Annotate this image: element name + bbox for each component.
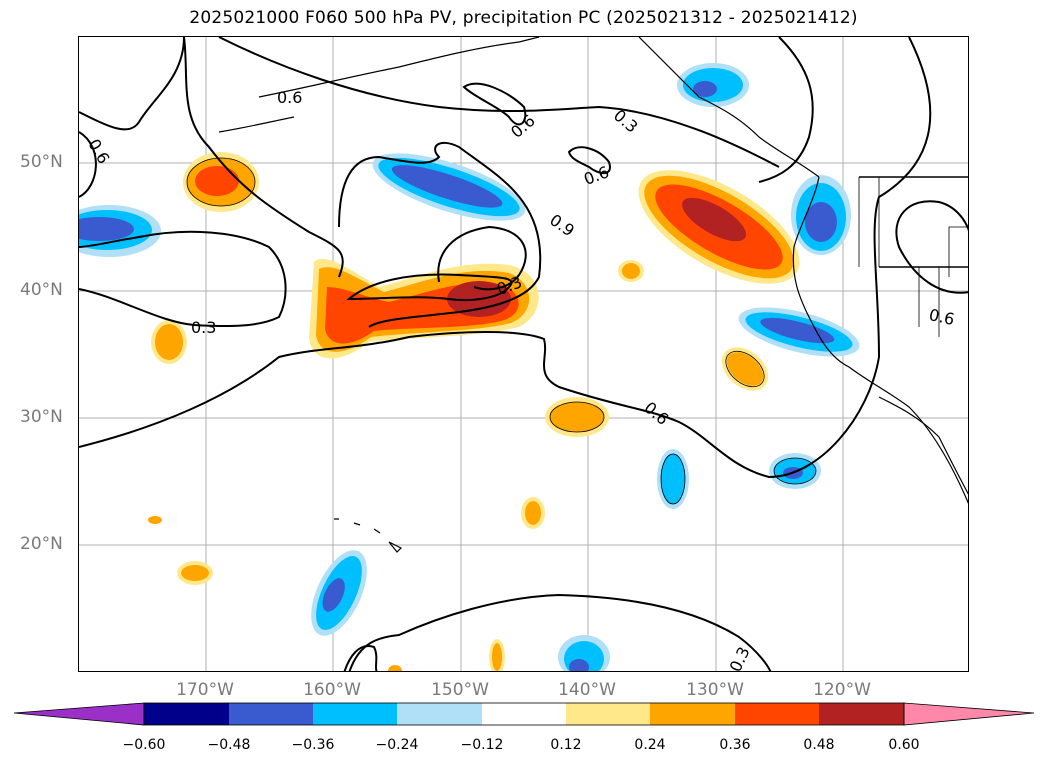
contour-0.3-main xyxy=(79,37,932,479)
lat-label-20n: 20°N xyxy=(20,534,63,554)
blob-blue-california xyxy=(738,307,860,357)
blob-red-central xyxy=(309,258,539,359)
state-borders xyxy=(858,177,968,337)
colorbar-segment xyxy=(144,703,229,725)
blob-red-130w xyxy=(638,170,800,284)
lat-label-30n: 30°N xyxy=(20,407,63,427)
coastlines xyxy=(218,37,968,553)
colorbar-extend-high xyxy=(903,702,1035,726)
contour-label: 0.3 xyxy=(191,318,216,337)
map-plot-area[interactable]: 0.6 0.6 0.3 0.6 0.6 0.9 0.3 0.3 0.6 0.6 … xyxy=(78,36,969,672)
map-svg: 0.6 0.6 0.3 0.6 0.6 0.9 0.3 0.3 0.6 0.6 … xyxy=(79,37,968,672)
contour-label: 0.6 xyxy=(507,111,539,142)
blob-blue-alaska xyxy=(677,63,749,107)
contour-0.3-south xyxy=(348,593,772,671)
contour-label: 0.3 xyxy=(726,644,754,672)
colorbar-segment xyxy=(482,703,566,725)
colorbar-segment xyxy=(229,703,313,725)
colorbar-tick-label: 0.60 xyxy=(888,737,920,753)
lat-label-40n: 40°N xyxy=(20,280,63,300)
contour-label: 0.9 xyxy=(546,210,578,240)
lat-label-50n: 50°N xyxy=(20,152,63,172)
colorbar-segment xyxy=(819,703,904,725)
colorbar-tick-label: −0.12 xyxy=(460,737,504,753)
contour-0.6-mid xyxy=(567,146,611,175)
pv-contours xyxy=(79,37,968,671)
contour-0.3-ridge xyxy=(183,37,344,278)
map-title: 2025021000 F060 500 hPa PV, precipitatio… xyxy=(189,8,858,28)
contour-0.3-left xyxy=(79,230,287,328)
colorbar-tick-label: 0.12 xyxy=(550,737,582,753)
colorbar xyxy=(13,702,1035,726)
lon-label-120w: 120°W xyxy=(813,680,871,700)
contour-0.3-north xyxy=(218,37,780,168)
contour-0.6-west xyxy=(79,37,185,131)
colorbar-segment xyxy=(566,703,650,725)
precip-shading xyxy=(79,63,860,671)
blob-orange-tiny xyxy=(148,516,162,524)
colorbar-tick-label: −0.24 xyxy=(375,737,419,753)
colorbar-tick-label: −0.36 xyxy=(291,737,335,753)
hawaii xyxy=(334,518,403,553)
colorbar-tick-label: −0.48 xyxy=(207,737,251,753)
lon-label-150w: 150°W xyxy=(431,680,489,700)
contour-0.6-tip xyxy=(462,82,527,126)
lon-label-160w: 160°W xyxy=(303,680,361,700)
lon-label-130w: 130°W xyxy=(686,680,744,700)
blob-blue-158w xyxy=(311,550,367,636)
contour-0.6-central xyxy=(338,141,542,328)
colorbar-tick-label: 0.24 xyxy=(634,737,666,753)
contour-0.6-nw xyxy=(79,131,97,198)
coast-bc xyxy=(638,37,820,178)
blob-blue-oregon xyxy=(791,175,851,255)
blob-blue-155w xyxy=(372,153,526,221)
contour-label: 0.6 xyxy=(277,88,302,107)
contour-small-south xyxy=(343,645,378,671)
contour-label: 0.6 xyxy=(641,398,673,429)
colorbar-extend-low xyxy=(13,702,145,726)
contour-label: 0.6 xyxy=(927,305,956,329)
colorbar-tick-label: −0.60 xyxy=(122,737,166,753)
lon-label-170w: 170°W xyxy=(176,680,234,700)
contour-0.6-loop xyxy=(437,225,527,291)
colorbar-segment xyxy=(735,703,819,725)
colorbar-tick-label: 0.48 xyxy=(803,737,835,753)
precip-outlines xyxy=(186,157,817,505)
contour-0.3-east xyxy=(758,37,814,183)
blob-orange-132w xyxy=(721,347,769,391)
contour-0.6-east xyxy=(895,200,968,294)
contour-0.9 xyxy=(346,273,513,302)
blob-blue-west xyxy=(79,205,161,257)
blob-red-170w xyxy=(183,152,259,212)
colorbar-segment xyxy=(650,703,735,725)
colorbar-segment xyxy=(397,703,482,725)
coast-alaska xyxy=(258,37,540,98)
colorbar-tick-label: 0.36 xyxy=(719,737,751,753)
lon-label-140w: 140°W xyxy=(558,680,616,700)
contour-label: 0.3 xyxy=(610,106,642,137)
colorbar-segment xyxy=(313,703,397,725)
